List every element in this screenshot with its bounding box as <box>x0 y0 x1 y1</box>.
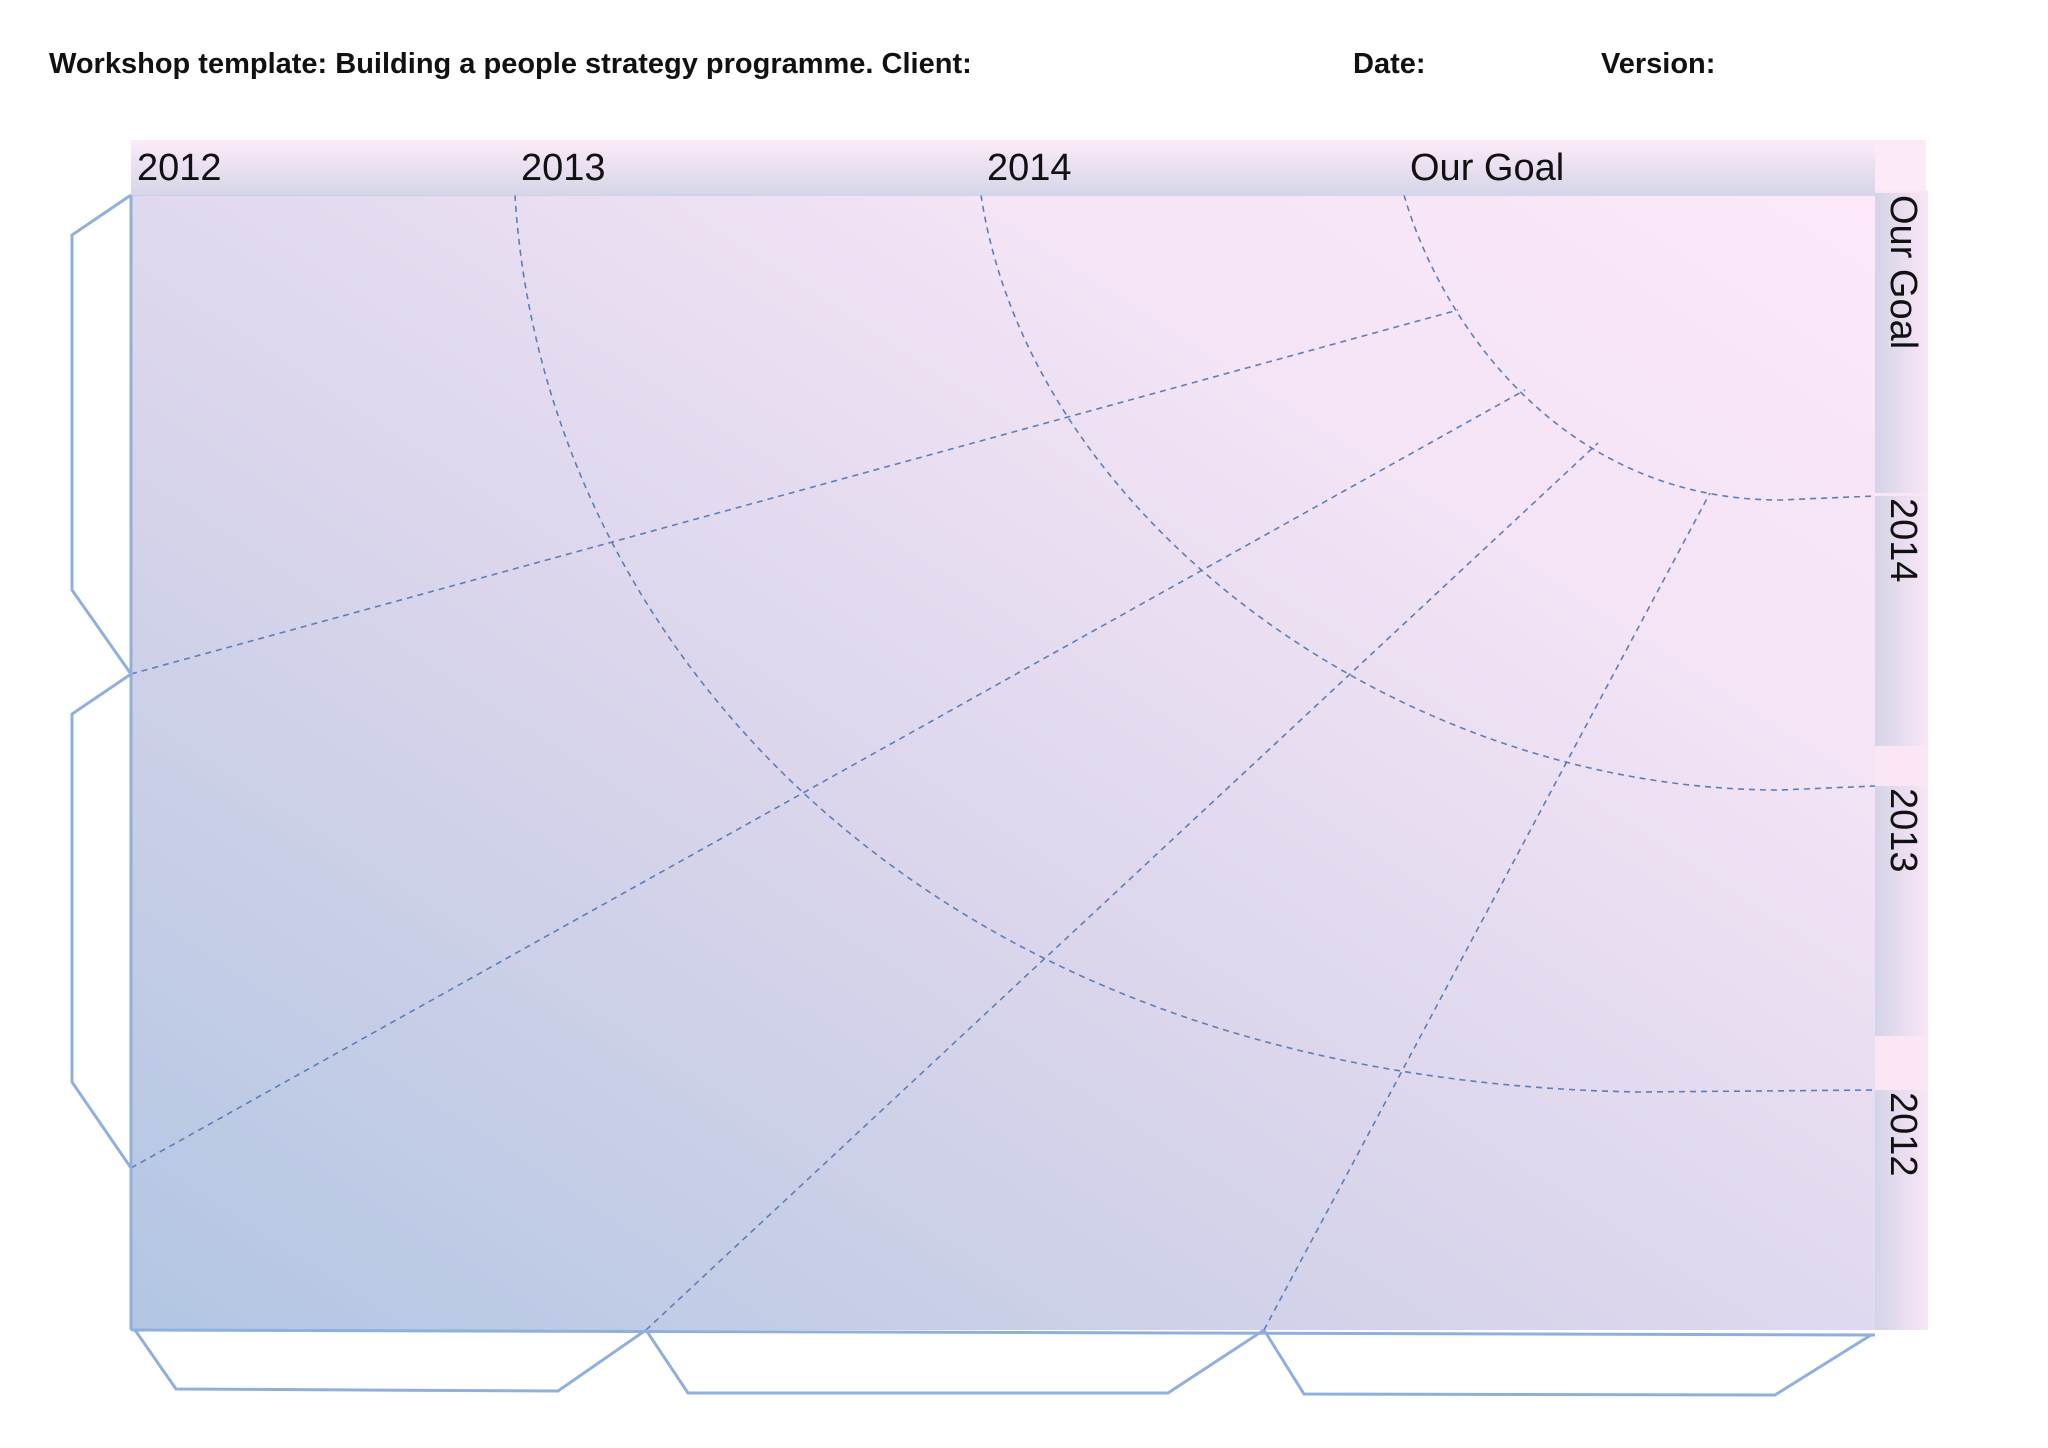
ray-3 <box>645 442 1599 1331</box>
column-label-2012: 2012 <box>131 142 515 196</box>
bottom-tab-2 <box>644 1328 1265 1395</box>
left-tab-1 <box>70 193 133 675</box>
bottom-tab-3 <box>1262 1329 1872 1397</box>
row-label-2014: 2014 <box>1875 496 1929 746</box>
date-label: Date: <box>1353 48 1426 80</box>
row-label-2013-text: 2013 <box>1882 788 1924 873</box>
ray-1 <box>130 309 1459 675</box>
ray-2 <box>130 389 1526 1169</box>
ray-4 <box>1263 492 1711 1331</box>
row-label-2014-text: 2014 <box>1882 498 1924 583</box>
bottom-tab-1 <box>133 1328 647 1393</box>
left-tab-2 <box>70 672 133 1169</box>
row-label-2012: 2012 <box>1875 1090 1929 1330</box>
column-label-2013: 2013 <box>515 142 981 196</box>
page-header: Workshop template: Building a people str… <box>49 48 2008 88</box>
dashed-rays <box>130 309 1711 1331</box>
board-panel <box>131 195 1875 1330</box>
row-label-2013: 2013 <box>1875 786 1929 1036</box>
row-label-our-goal: Our Goal <box>1875 193 1929 493</box>
dashed-arcs <box>514 194 1876 1093</box>
column-label-our-goal: Our Goal <box>1404 142 1875 196</box>
left-tabs <box>70 193 133 1169</box>
arc-goal-to-2014 <box>1403 194 1876 501</box>
bottom-tabs <box>133 1328 1872 1397</box>
row-label-our-goal-text: Our Goal <box>1882 195 1924 350</box>
workshop-title: Workshop template: Building a people str… <box>49 48 972 80</box>
arc-2014-to-2013 <box>980 194 1876 791</box>
column-label-2014: 2014 <box>981 142 1404 196</box>
row-label-2012-text: 2012 <box>1882 1092 1924 1177</box>
version-label: Version: <box>1601 48 1716 80</box>
arc-2013-to-2012 <box>514 194 1876 1093</box>
panel-outline <box>129 195 1876 1337</box>
